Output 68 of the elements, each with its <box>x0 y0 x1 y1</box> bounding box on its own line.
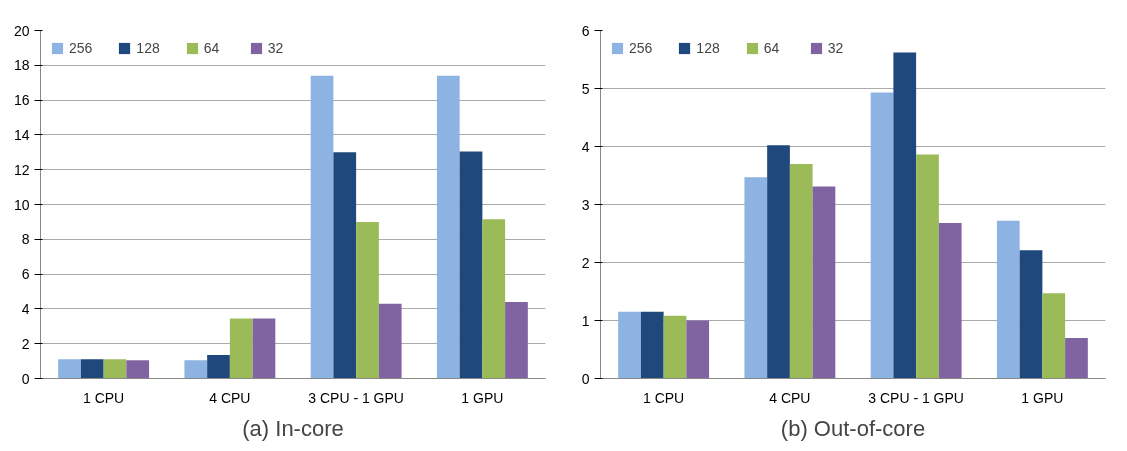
y-tick-label: 8 <box>21 231 30 248</box>
bar <box>184 360 208 379</box>
y-tick-label: 16 <box>13 92 30 109</box>
legend-label: 128 <box>136 40 160 56</box>
x-tick-label: 4 CPU <box>769 389 811 406</box>
bar <box>663 315 687 379</box>
y-tick-label: 2 <box>581 254 590 271</box>
x-tick-label: 1 CPU <box>643 389 685 406</box>
legend-label: 64 <box>203 40 221 56</box>
y-tick-label: 2 <box>21 335 30 352</box>
bar <box>310 75 334 379</box>
y-tick-label: 0 <box>581 370 590 387</box>
text: (a) In-core <box>242 415 344 441</box>
bar <box>916 154 939 379</box>
text: (b) Out-of-core <box>780 415 926 441</box>
bar <box>126 360 150 379</box>
x-tick-label: 1 GPU <box>461 389 504 406</box>
bar <box>870 92 894 379</box>
legend-label: 32 <box>827 40 845 56</box>
y-tick-label: 14 <box>13 126 30 143</box>
legend-label: 64 <box>763 40 781 56</box>
bar <box>378 303 402 379</box>
bar <box>1065 337 1088 379</box>
x-tick-label: 3 CPU - 1 GPU <box>868 389 964 406</box>
bar <box>229 318 253 379</box>
y-tick-label: 6 <box>581 22 590 39</box>
y-tick-label: 20 <box>13 22 30 39</box>
y-tick-label: 12 <box>13 161 30 178</box>
y-tick-label: 4 <box>21 300 30 317</box>
y-tick-label: 4 <box>581 138 590 155</box>
x-tick-label: 1 CPU <box>83 389 125 406</box>
bar <box>505 301 528 379</box>
legend-label: 32 <box>267 40 285 56</box>
bar <box>744 177 768 379</box>
bar <box>1042 293 1066 379</box>
bar <box>893 52 917 379</box>
bar <box>207 355 230 379</box>
bar <box>58 359 81 379</box>
bar <box>103 359 127 379</box>
x-tick-label: 3 CPU - 1 GPU <box>308 389 404 406</box>
bar <box>618 311 641 379</box>
bar <box>436 75 460 379</box>
bar <box>938 223 962 379</box>
bar <box>789 163 813 379</box>
y-tick-label: 6 <box>21 266 30 283</box>
y-tick-label: 0 <box>21 370 30 387</box>
bar <box>686 320 710 379</box>
bar <box>80 359 104 379</box>
bar <box>812 186 836 379</box>
bar <box>333 152 357 379</box>
legend-label: 128 <box>696 40 720 56</box>
y-tick-label: 5 <box>581 80 590 97</box>
bar <box>996 220 1020 379</box>
bar <box>252 318 276 379</box>
bar <box>356 221 379 379</box>
bar <box>1019 250 1043 379</box>
legend-label: 256 <box>69 40 93 56</box>
y-tick-label: 3 <box>581 196 590 213</box>
x-tick-label: 1 GPU <box>1021 389 1064 406</box>
y-tick-label: 18 <box>13 57 30 74</box>
legend-label: 256 <box>629 40 653 56</box>
bar <box>767 145 790 379</box>
bar <box>482 219 506 379</box>
bar <box>459 151 483 379</box>
x-tick-label: 4 CPU <box>209 389 251 406</box>
bar <box>640 311 664 379</box>
y-tick-label: 1 <box>581 312 590 329</box>
y-tick-label: 10 <box>13 196 30 213</box>
